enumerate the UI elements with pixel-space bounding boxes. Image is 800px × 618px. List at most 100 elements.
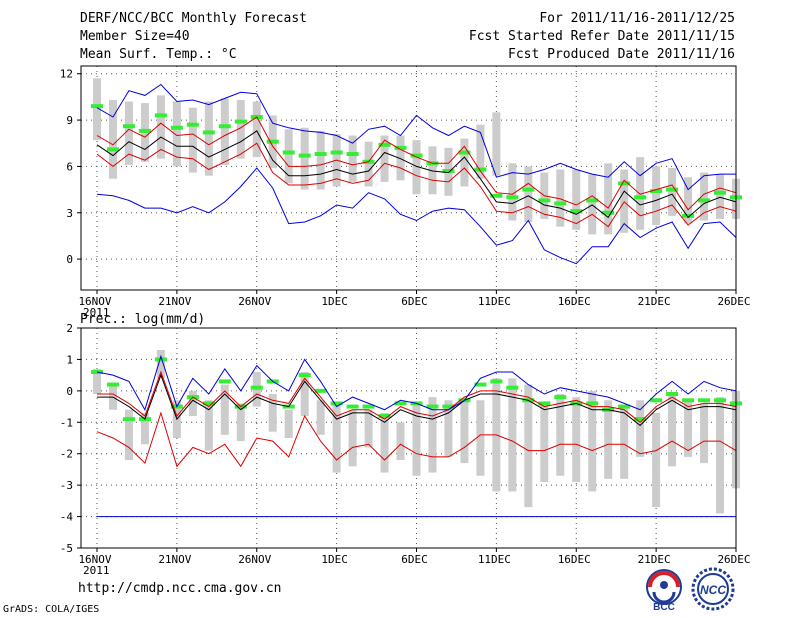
x-tick-label: 26DEC [717, 553, 750, 566]
range-box [348, 409, 357, 467]
range-box [156, 350, 165, 379]
range-box [572, 169, 581, 230]
median-mark [554, 395, 567, 400]
member-size-label: Member Size=40 [80, 29, 190, 44]
median-mark [714, 398, 727, 403]
median-mark [490, 193, 503, 198]
y-tick-label: -1 [60, 416, 73, 429]
x-tick-label: 1DEC [321, 295, 348, 308]
median-mark [474, 382, 487, 387]
source-url[interactable]: http://cmdp.ncc.cma.gov.cn [78, 581, 282, 596]
range-box [700, 172, 709, 221]
median-mark [314, 388, 327, 393]
y-tick-label: 6 [66, 160, 73, 173]
y-tick-label: -5 [60, 542, 73, 555]
plot-frame [80, 327, 737, 549]
series-mean-line [96, 130, 737, 219]
x-tick-label: 26NOV [238, 553, 271, 566]
median-mark [506, 385, 519, 390]
median-mark [122, 124, 135, 129]
x-tick-label: 1DEC [321, 553, 348, 566]
range-box [428, 397, 437, 473]
x-tick-label: 6DEC [401, 553, 428, 566]
median-mark [650, 398, 663, 403]
median-mark [602, 210, 615, 215]
panel-prec: -5 -4 -3 -2 -1 0 1 2 16NOV 21NOV 26NOV 1DEC 6DEC 11DE… [60, 322, 751, 577]
x-tick-label: 11DEC [478, 553, 511, 566]
median-mark [410, 153, 423, 158]
median-mark [186, 122, 199, 127]
x-tick-label: 21NOV [158, 295, 191, 308]
range-box [460, 138, 469, 187]
median-mark [618, 181, 631, 186]
median-mark [474, 167, 487, 172]
median-mark [618, 404, 631, 409]
median-mark [714, 190, 727, 195]
x-tick-label: 11DEC [478, 295, 511, 308]
period-label: For 2011/11/16-2011/12/25 [539, 11, 735, 26]
prec-panel-title: Prec.: log(mm/d) [80, 312, 205, 327]
range-box [604, 163, 613, 235]
range-box [636, 157, 645, 230]
range-box [316, 400, 325, 435]
median-mark [154, 357, 167, 362]
range-box [140, 412, 149, 445]
median-mark [234, 119, 247, 124]
range-box [556, 169, 565, 227]
y-tick-label: 2 [66, 322, 73, 335]
median-mark [698, 198, 711, 203]
chart-title: DERF/NCC/BCC Monthly Forecast [80, 11, 307, 26]
median-mark [346, 152, 359, 157]
median-mark [138, 128, 151, 133]
median-mark [666, 187, 679, 192]
series-mean-minus-sd-line [96, 411, 737, 468]
range-box [412, 140, 421, 195]
median-mark [298, 153, 311, 158]
y-tick-label: 12 [60, 68, 73, 81]
range-box [204, 400, 213, 451]
series-max-line [96, 83, 736, 191]
range-box [316, 130, 325, 190]
bcc-logo-text: BCC [653, 602, 675, 612]
median-mark [426, 404, 439, 409]
range-box [668, 394, 677, 467]
median-mark [218, 124, 231, 129]
x-tick-label: 16DEC [558, 295, 591, 308]
range-box [93, 78, 101, 141]
y-tick-label: 0 [66, 253, 73, 266]
median-mark [202, 401, 215, 406]
range-box [396, 422, 405, 460]
range-box [188, 390, 197, 416]
x-tick-label: 6DEC [401, 295, 428, 308]
median-mark [330, 401, 343, 406]
range-box [124, 101, 133, 165]
range-box [124, 409, 133, 460]
panel-temp: 0 3 6 9 12 16NOV 21NOV 26NOV 1DEC 6DEC 11DEC 16DEC 2… [60, 65, 751, 319]
x-tick-label: 16DEC [558, 553, 591, 566]
median-mark [106, 147, 119, 152]
median-mark [538, 401, 551, 406]
range-box [220, 98, 229, 165]
range-box [524, 166, 533, 223]
range-box [492, 112, 501, 176]
series-mean-plus-sd-line [97, 370, 737, 423]
median-mark [458, 150, 471, 155]
median-mark [394, 145, 407, 150]
median-mark [570, 209, 583, 214]
range-box [668, 167, 677, 216]
range-box [620, 406, 629, 479]
x-tick-label: 16NOV [78, 553, 111, 566]
range-box [588, 174, 597, 235]
bcc-logo: BCC [646, 569, 682, 612]
range-box [652, 412, 661, 508]
plot-frame [80, 65, 737, 291]
median-mark [378, 142, 391, 147]
median-mark [586, 401, 599, 406]
x-tick-label: 21NOV [158, 553, 191, 566]
fcst-started-label: Fcst Started Refer Date 2011/11/15 [468, 29, 735, 44]
range-box [444, 400, 453, 457]
range-box [380, 135, 389, 182]
range-box [572, 397, 581, 482]
range-box [428, 146, 437, 195]
